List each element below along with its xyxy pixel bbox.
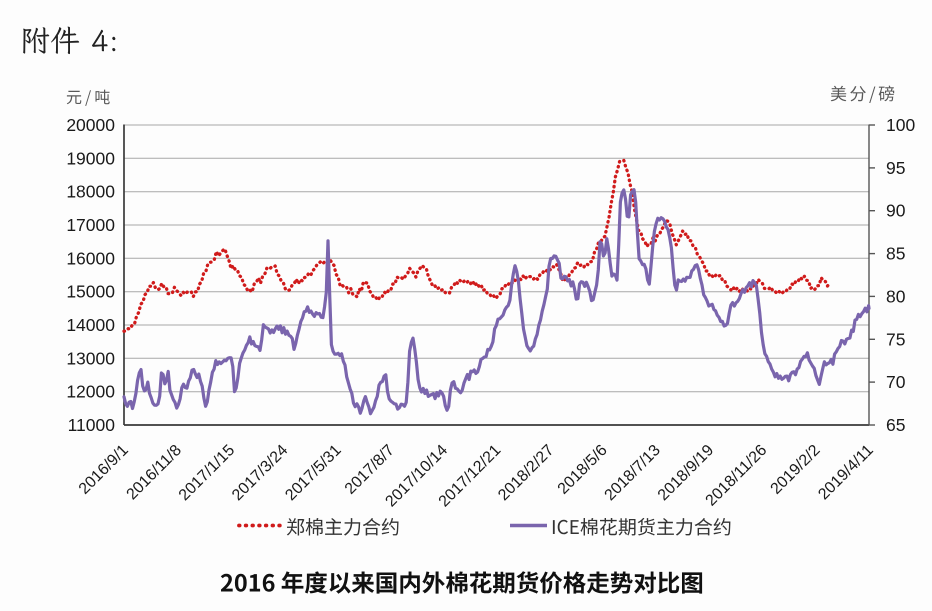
svg-text:2018/5/6: 2018/5/6 [555,442,611,498]
svg-text:2017/8/7: 2017/8/7 [342,442,398,498]
svg-text:2019/2/2: 2019/2/2 [768,442,824,498]
svg-text:100: 100 [886,115,915,135]
svg-text:80: 80 [886,286,906,306]
svg-text:65: 65 [886,415,905,435]
svg-text:2016/11/8: 2016/11/8 [124,442,186,504]
svg-text:2017/1/15: 2017/1/15 [176,442,238,504]
svg-text:2019/4/11: 2019/4/11 [815,442,877,504]
svg-text:19000: 19000 [66,148,115,168]
svg-text:15000: 15000 [66,282,115,302]
svg-text:12000: 12000 [66,382,115,402]
svg-text:2018/7/13: 2018/7/13 [602,442,664,504]
svg-text:85: 85 [886,244,905,264]
svg-text:13000: 13000 [66,348,115,368]
svg-text:11000: 11000 [68,415,116,435]
svg-text:2017/3/24: 2017/3/24 [229,442,291,504]
svg-text:95: 95 [886,158,905,178]
svg-text:16000: 16000 [66,248,115,268]
svg-text:2017/5/31: 2017/5/31 [282,442,344,504]
svg-text:20000: 20000 [66,115,115,135]
svg-text:17000: 17000 [66,215,115,235]
svg-text:14000: 14000 [66,315,115,335]
svg-text:75: 75 [886,329,905,349]
svg-text:2016/9/1: 2016/9/1 [76,442,132,498]
svg-text:70: 70 [886,372,906,392]
svg-text:2018/2/27: 2018/2/27 [495,442,557,504]
svg-text:90: 90 [886,201,906,221]
svg-text:18000: 18000 [66,182,115,202]
